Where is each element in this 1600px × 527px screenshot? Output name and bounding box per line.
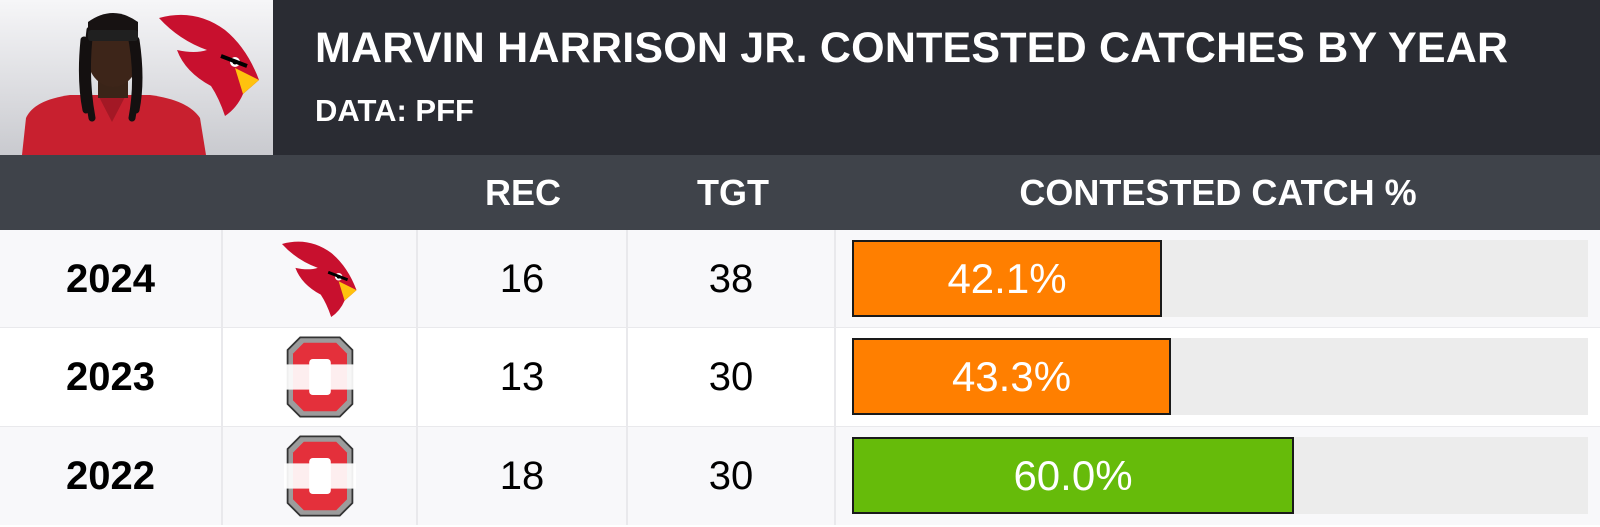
bar-track: 43.3% [852,338,1588,415]
table-row: 2023 13 30 43.3% [0,328,1600,426]
bar-cell: 43.3% [836,328,1600,426]
player-photo [0,0,273,155]
ohio-state-logo-icon [282,336,357,418]
bar [852,437,1294,514]
bar-track: 42.1% [852,240,1588,317]
header: MARVIN HARRISON JR. CONTESTED CATCHES BY… [0,0,1600,155]
rec-value: 16 [418,230,628,328]
rec-value: 18 [418,427,628,525]
bar-cell: 60.0% [836,427,1600,525]
year-cell: 2024 [0,230,223,328]
team-logo-cell [223,427,418,525]
tgt-value: 30 [628,427,836,525]
cardinals-logo-icon [279,240,358,319]
year-cell: 2023 [0,328,223,426]
column-header-contested-catch-pct: CONTESTED CATCH % [1019,172,1417,213]
column-header-row: REC TGT CONTESTED CATCH % [0,155,1600,230]
team-logo-cell [223,328,418,426]
bar-label: 43.3% [951,353,1072,400]
bar [852,338,1171,415]
table-row: 2024 16 38 42.1% [0,230,1600,328]
ohio-state-logo-icon [282,435,357,517]
column-header-rec: REC [484,172,561,213]
column-header-tgt: TGT [697,172,769,213]
year-cell: 2022 [0,427,223,525]
bar [852,240,1162,317]
bar-label: 42.1% [947,255,1067,302]
table-row: 2022 18 30 60.0% [0,427,1600,525]
data-rows: 2024 16 38 42.1% 2023 13 30 43.3% 2022 18 30 60.0% [0,230,1600,527]
bar-track: 60.0% [852,437,1588,514]
chart-subtitle: DATA: PFF [315,93,474,128]
rec-value: 13 [418,328,628,426]
bar-label: 60.0% [1013,452,1133,499]
tgt-value: 30 [628,328,836,426]
cardinals-logo-icon [159,14,259,116]
tgt-value: 38 [628,230,836,328]
bar-cell: 42.1% [836,230,1600,328]
team-logo-cell [223,230,418,328]
chart-title: MARVIN HARRISON JR. CONTESTED CATCHES BY… [315,24,1509,72]
